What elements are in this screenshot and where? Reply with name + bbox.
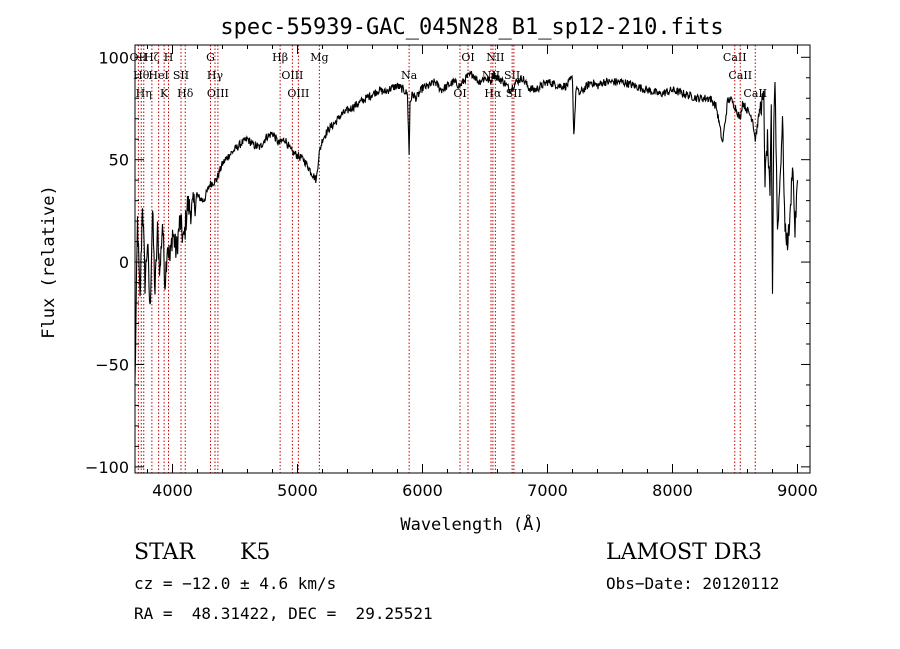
y-axis-label: Flux (relative) xyxy=(39,185,59,339)
chart-title: spec-55939-GAC_045N28_B1_sp12-210.fits xyxy=(220,15,723,40)
x-tick-label: 4000 xyxy=(152,481,193,500)
spectral-line-markers: OIIHθHηHζHeIKHSIIHδGHγOIIIHβOIIIOIIIMgNa… xyxy=(130,45,767,473)
coordinates: RA = 48.31422, DEC = 29.25521 xyxy=(134,604,433,623)
y-tick-label: −50 xyxy=(95,355,129,374)
x-tick-label: 9000 xyxy=(777,481,818,500)
line-marker-label: Hθ xyxy=(133,69,150,82)
line-marker-label: CaII xyxy=(743,87,767,100)
x-tick-label: 7000 xyxy=(527,481,568,500)
line-marker-label: H xyxy=(164,51,174,64)
y-tick-label: 0 xyxy=(119,253,129,272)
line-marker-label: SII xyxy=(504,69,520,82)
line-marker-label: Hβ xyxy=(272,51,288,64)
line-marker-label: OIII xyxy=(281,69,303,82)
y-tick-label: 100 xyxy=(98,48,129,67)
line-marker-label: OI xyxy=(461,51,474,64)
axes: 4000 5000 6000 7000 8000 9000 −100 −50 0 50 100 xyxy=(85,44,818,500)
redshift-readout: cz = −12.0 ± 4.6 km/s xyxy=(134,574,337,593)
line-marker-label: Hζ xyxy=(144,51,160,64)
line-marker-label: Mg xyxy=(310,51,328,64)
object-class: STAR xyxy=(134,540,195,565)
line-marker-label: HeI xyxy=(148,69,168,82)
line-marker-label: SII xyxy=(173,69,189,82)
x-tick-label: 8000 xyxy=(652,481,693,500)
object-subclass: K5 xyxy=(240,540,271,565)
survey-label: LAMOST DR3 xyxy=(606,540,762,565)
y-tick-label: 50 xyxy=(109,151,129,170)
line-marker-label: Hα xyxy=(484,87,502,100)
line-marker-label: CaII xyxy=(723,51,747,64)
series-line-flux xyxy=(134,69,799,381)
line-marker-label: Hγ xyxy=(207,69,224,82)
x-tick-label: 6000 xyxy=(402,481,443,500)
line-marker-label: OIII xyxy=(287,87,309,100)
plot-frame xyxy=(134,44,811,474)
line-marker-label: NII xyxy=(486,51,504,64)
y-tick-label: −100 xyxy=(85,458,129,477)
line-marker-label: OI xyxy=(453,87,466,100)
series-layer xyxy=(134,69,799,381)
x-axis-label: Wavelength (Å) xyxy=(400,513,543,535)
line-marker-label: G xyxy=(206,51,215,64)
line-marker-label: Na xyxy=(401,69,418,82)
x-tick-label: 5000 xyxy=(277,481,318,500)
line-marker-label: Hη xyxy=(136,87,152,100)
line-marker-label: CaII xyxy=(728,69,752,82)
line-marker-label: K xyxy=(160,87,169,100)
line-marker-label: Hδ xyxy=(177,87,194,100)
obs-date: Obs−Date: 20120112 xyxy=(606,574,780,593)
line-marker-label: OIII xyxy=(207,87,229,100)
